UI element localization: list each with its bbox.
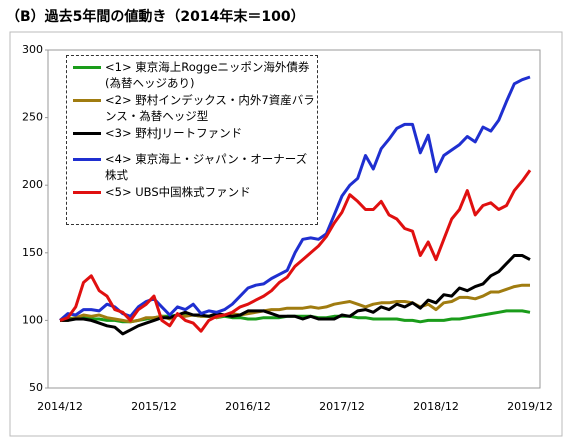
legend-swatch <box>73 99 101 102</box>
legend: <1> 東京海上Roggeニッポン海外債券(為替ヘッジあり) <2> 野村インデッ… <box>66 55 318 225</box>
chart-title: （B）過去5年間の値動き（2014年末＝100） <box>6 9 305 25</box>
y-tick-label: 50 <box>29 381 43 394</box>
legend-swatch <box>73 191 101 194</box>
y-tick-label: 250 <box>22 111 43 124</box>
series-line <box>60 254 531 336</box>
x-tick-label: 2018/12 <box>413 400 459 413</box>
legend-label: <1> 東京海上Roggeニッポン海外債券(為替ヘッジあり) <box>105 60 310 90</box>
legend-item: <2> 野村インデックス・内外7資産バランス・為替ヘッジ型 <box>67 92 317 124</box>
legend-item: <5> UBS中国株式ファンド <box>67 184 317 200</box>
chart-frame <box>9 31 563 437</box>
legend-swatch <box>73 132 101 135</box>
series-line <box>59 169 532 333</box>
x-tick-label: 2015/12 <box>131 400 177 413</box>
legend-label: <2> 野村インデックス・内外7資産バランス・為替ヘッジ型 <box>105 93 315 123</box>
legend-label: <3> 野村Jリートファンド <box>105 126 243 140</box>
y-tick-label: 300 <box>22 43 43 56</box>
plot-frame <box>47 49 541 389</box>
legend-swatch <box>73 158 101 161</box>
y-tick-label: 200 <box>22 178 43 191</box>
y-tick-label: 100 <box>22 313 43 326</box>
series-line <box>59 75 531 322</box>
series-line <box>60 283 530 324</box>
x-tick-label: 2019/12 <box>507 400 553 413</box>
legend-label: <5> UBS中国株式ファンド <box>105 185 251 199</box>
legend-item: <4> 東京海上・ジャパン・オーナーズ株式 <box>67 151 317 183</box>
legend-label: <4> 東京海上・ジャパン・オーナーズ株式 <box>105 152 308 182</box>
x-tick-label: 2014/12 <box>37 400 83 413</box>
legend-item: <1> 東京海上Roggeニッポン海外債券(為替ヘッジあり) <box>67 59 317 91</box>
x-tick-label: 2016/12 <box>225 400 271 413</box>
legend-swatch <box>73 66 101 69</box>
x-tick-label: 2017/12 <box>319 400 365 413</box>
y-tick-label: 150 <box>22 246 43 259</box>
legend-item: <3> 野村Jリートファンド <box>67 125 317 141</box>
